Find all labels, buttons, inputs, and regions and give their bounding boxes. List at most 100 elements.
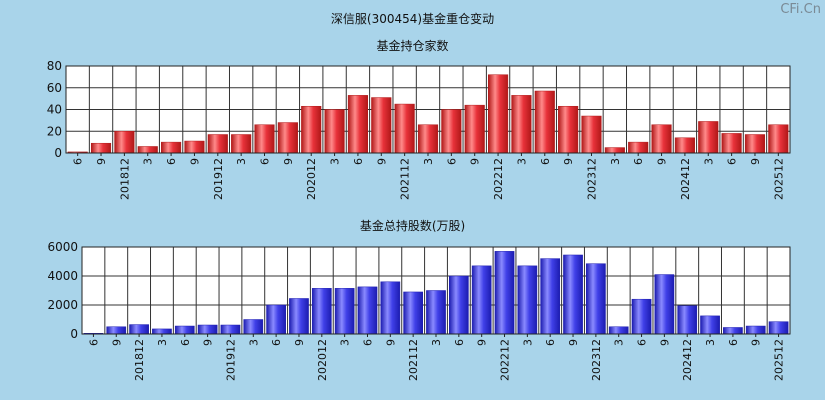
- x-tick-label: 9: [282, 158, 295, 165]
- page-title: 深信服(300454)基金重仓变动: [330, 12, 495, 26]
- x-tick-label: 6: [259, 158, 272, 165]
- bar-202103: [334, 288, 355, 335]
- bar-202006: [266, 304, 286, 335]
- bar-202503: [700, 315, 720, 335]
- x-tick-label: 201912: [224, 339, 237, 381]
- bar-202209: [471, 265, 492, 335]
- bar-201909: [197, 324, 218, 335]
- x-tick-label: 9: [749, 158, 762, 165]
- x-tick-label: 9: [95, 158, 108, 165]
- x-tick-label: 6: [539, 158, 552, 165]
- x-tick-label: 9: [750, 339, 763, 346]
- chart1-title: 基金持仓家数: [376, 39, 449, 53]
- bar-202212: [494, 251, 515, 335]
- x-tick-label: 6: [636, 339, 649, 346]
- x-tick-label: 9: [658, 339, 671, 346]
- x-tick-label: 202212: [492, 158, 505, 200]
- bar-202306: [540, 258, 561, 335]
- bar-202106: [357, 286, 378, 335]
- x-tick-label: 3: [702, 158, 715, 165]
- bar-202406: [631, 298, 652, 335]
- x-tick-label: 6: [352, 158, 365, 165]
- x-tick-label: 202212: [499, 339, 512, 381]
- bar-202303: [517, 265, 538, 335]
- x-tick-label: 9: [384, 339, 397, 346]
- bar-202409: [654, 274, 675, 335]
- bar-202403: [608, 326, 629, 335]
- x-tick-label: 3: [329, 158, 342, 165]
- y-tick-label: 80: [47, 59, 62, 73]
- x-tick-label: 9: [375, 158, 388, 165]
- y-tick-label: 0: [54, 146, 62, 160]
- holding-count-chart: 0 20 40 60 80 6 9 201812 3 6 9 201912 3 6 9 202012 3 6 9 20…: [47, 59, 791, 200]
- x-tick-label: 3: [521, 339, 534, 346]
- watermark: CFi.Cn: [780, 2, 821, 17]
- y-tick-label: 0: [70, 327, 78, 341]
- x-tick-label: 3: [704, 339, 717, 346]
- x-tick-label: 9: [293, 339, 306, 346]
- y-tick-label: 20: [47, 124, 62, 138]
- x-tick-label: 202312: [585, 158, 598, 200]
- bar-202506: [723, 327, 743, 335]
- bar-202112: [403, 291, 424, 335]
- x-tick-label: 201912: [212, 158, 225, 200]
- bar-202012: [311, 288, 332, 335]
- bar-201903: [152, 328, 172, 335]
- bar-202009: [289, 298, 309, 335]
- x-tick-label: 9: [656, 158, 669, 165]
- x-tick-label: 202012: [305, 158, 318, 200]
- x-tick-label: 6: [453, 339, 466, 346]
- x-tick-label: 6: [179, 339, 192, 346]
- x-tick-label: 6: [726, 158, 739, 165]
- x-tick-label: 201812: [133, 339, 146, 381]
- bar-201809: [106, 326, 127, 335]
- x-tick-label: 201812: [118, 158, 131, 200]
- x-tick-label: 9: [476, 339, 489, 346]
- x-tick-label: 3: [235, 158, 248, 165]
- x-tick-label: 6: [361, 339, 374, 346]
- bar-202312: [586, 263, 606, 335]
- x-tick-label: 3: [339, 339, 352, 346]
- y-tick-label: 6000: [47, 240, 78, 254]
- bar-202512: [768, 321, 789, 335]
- y-tick-label: 40: [47, 103, 62, 117]
- bar-202203: [426, 290, 446, 335]
- bar-201912: [220, 324, 241, 335]
- x-tick-label: 3: [613, 339, 626, 346]
- x-tick-label: 202112: [399, 158, 412, 200]
- x-tick-label: 6: [72, 158, 85, 165]
- x-tick-label: 9: [188, 158, 201, 165]
- bar-202309: [563, 254, 583, 335]
- x-tick-label: 3: [142, 158, 155, 165]
- x-tick-label: 202412: [679, 158, 692, 200]
- x-tick-label: 3: [609, 158, 622, 165]
- y-tick-label: 2000: [47, 298, 78, 312]
- x-tick-label: 6: [445, 158, 458, 165]
- x-tick-label: 202012: [316, 339, 329, 381]
- x-tick-label: 202512: [773, 339, 786, 381]
- y-tick-label: 4000: [47, 269, 78, 283]
- x-tick-label: 3: [430, 339, 443, 346]
- x-tick-label: 6: [727, 339, 740, 346]
- x-tick-label: 202312: [590, 339, 603, 381]
- x-tick-label: 6: [165, 158, 178, 165]
- bar-202412: [677, 305, 698, 335]
- chart2-title: 基金总持股数(万股): [359, 219, 466, 233]
- x-tick-label: 202512: [772, 158, 785, 200]
- bar-202509: [745, 325, 766, 335]
- bar-202206: [448, 275, 469, 335]
- x-tick-label: 3: [247, 339, 260, 346]
- x-tick-label: 6: [544, 339, 557, 346]
- x-tick-label: 3: [422, 158, 435, 165]
- y-tick-label: 60: [47, 81, 62, 95]
- x-tick-label: 9: [567, 339, 580, 346]
- x-tick-label: 6: [87, 339, 100, 346]
- bar-202109: [380, 281, 401, 335]
- x-tick-label: 6: [632, 158, 645, 165]
- x-tick-label: 9: [562, 158, 575, 165]
- x-tick-label: 9: [469, 158, 482, 165]
- x-tick-label: 9: [202, 339, 215, 346]
- x-tick-label: 202112: [407, 339, 420, 381]
